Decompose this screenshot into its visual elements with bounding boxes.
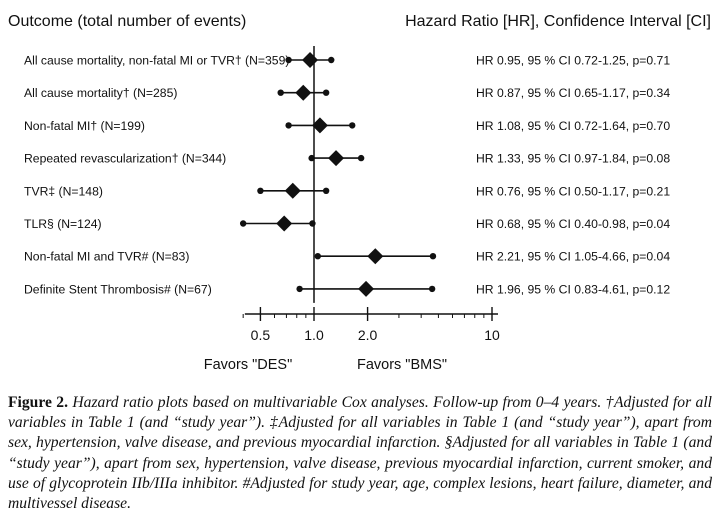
hr-label: HR 2.21, 95 % CI 1.05-4.66, p=0.04 <box>476 250 670 264</box>
outcome-label: All cause mortality† (N=285) <box>24 86 177 100</box>
ci-high-dot <box>328 56 335 64</box>
figure-caption: Figure 2. Hazard ratio plots based on mu… <box>8 393 712 514</box>
favors-des-label: Favors "DES" <box>204 357 292 373</box>
hr-diamond <box>284 182 301 199</box>
ci-low-dot <box>285 122 292 129</box>
hr-diamond <box>311 117 328 134</box>
outcome-label: Non-fatal MI and TVR# (N=83) <box>24 250 189 264</box>
outcome-label: Repeated revascularization† (N=344) <box>24 152 226 166</box>
caption-label: Figure 2. <box>8 394 68 411</box>
ci-high-dot <box>349 122 356 129</box>
hr-diamond <box>328 150 345 167</box>
x-axis: 0.5 1.0 2.0 10 <box>242 46 500 343</box>
hr-diamond <box>302 52 319 68</box>
ci-high-dot <box>322 89 330 96</box>
outcome-label: Non-fatal MI† (N=199) <box>24 119 145 133</box>
x-tick-label: 1.0 <box>304 327 324 343</box>
hazard-ratio-labels: HR 0.95, 95 % CI 0.72-1.25, p=0.71 HR 0.8… <box>476 54 670 297</box>
hr-label: HR 1.33, 95 % CI 0.97-1.84, p=0.08 <box>476 152 670 166</box>
ci-low-dot <box>257 187 264 194</box>
hr-diamond <box>295 84 312 101</box>
caption-text: Hazard ratio plots based on multivariabl… <box>8 394 712 513</box>
ci-low-dot <box>277 89 284 96</box>
outcome-label: TLR§ (N=124) <box>24 217 102 231</box>
favors-bms-label: Favors "BMS" <box>357 357 447 373</box>
outcome-label: Definite Stent Thrombosis# (N=67) <box>24 282 212 296</box>
hazard-ratio-column-header: Hazard Ratio [HR], Confidence Interval [… <box>405 13 711 30</box>
outcome-label: All cause mortality, non-fatal MI or TVR… <box>24 54 289 68</box>
ci-low-dot <box>296 285 303 293</box>
ci-high-dot <box>309 220 316 227</box>
ci-high-dot <box>357 154 365 162</box>
x-tick-label: 2.0 <box>358 327 378 343</box>
hr-diamond <box>358 280 375 297</box>
hr-label: HR 0.87, 95 % CI 0.65-1.17, p=0.34 <box>476 86 670 100</box>
ci-low-dot <box>239 220 247 227</box>
forest-plot: Outcome (total number of events) Hazard … <box>8 13 711 373</box>
hr-label: HR 1.08, 95 % CI 0.72-1.64, p=0.70 <box>476 119 670 133</box>
ci-high-dot <box>428 285 436 293</box>
hr-diamond <box>367 248 384 265</box>
hr-label: HR 0.68, 95 % CI 0.40-0.98, p=0.04 <box>476 217 670 231</box>
hr-diamond <box>276 215 293 232</box>
hr-label: HR 0.95, 95 % CI 0.72-1.25, p=0.71 <box>476 54 670 68</box>
x-tick-label: 0.5 <box>251 327 271 343</box>
ci-low-dot <box>308 154 315 162</box>
outcome-labels: All cause mortality, non-fatal MI or TVR… <box>24 54 289 297</box>
x-tick-label: 10 <box>484 327 500 343</box>
outcome-column-header: Outcome (total number of events) <box>8 13 246 30</box>
ci-high-dot <box>429 253 437 260</box>
hr-label: HR 1.96, 95 % CI 0.83-4.61, p=0.12 <box>476 282 670 296</box>
outcome-label: TVR‡ (N=148) <box>24 184 103 198</box>
ci-low-dot <box>285 56 292 64</box>
hr-label: HR 0.76, 95 % CI 0.50-1.17, p=0.21 <box>476 184 670 198</box>
ci-high-dot <box>322 187 330 194</box>
plot-marks <box>239 52 437 297</box>
ci-low-dot <box>314 253 321 260</box>
